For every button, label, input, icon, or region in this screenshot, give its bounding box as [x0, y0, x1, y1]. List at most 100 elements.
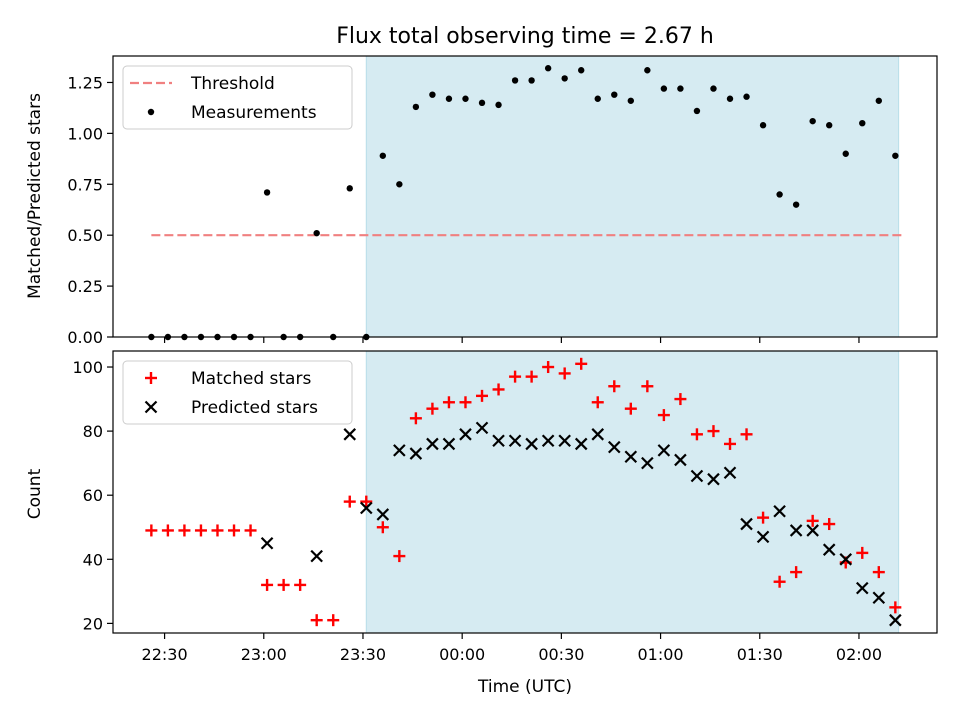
matched-star-point [707, 425, 720, 438]
series-matched-stars [145, 357, 902, 627]
measurement-point [644, 67, 651, 74]
predicted-star-point [723, 466, 737, 480]
y-tick-label: 40 [83, 550, 103, 569]
matched-star-point [872, 566, 885, 579]
measurement-point [561, 75, 568, 82]
legend-measurements-swatch [147, 108, 155, 116]
legend-box [122, 360, 353, 425]
measurement-point [462, 95, 469, 102]
predicted-star-point [690, 469, 704, 483]
matched-star-point [343, 495, 356, 508]
measurement-point [660, 85, 668, 92]
predicted-star-point [657, 444, 671, 457]
matched-star-point [442, 396, 455, 409]
predicted-star-point [360, 501, 373, 515]
predicted-star-point [508, 434, 522, 448]
predicted-star-point [459, 428, 472, 441]
measurement-point [263, 189, 271, 196]
measurement-point [842, 150, 849, 157]
matched-star-point [624, 402, 637, 415]
matched-star-point [178, 524, 191, 537]
matched-star-point [509, 370, 522, 383]
measurement-point [511, 77, 519, 84]
predicted-star-point [839, 553, 853, 566]
measurement-point [396, 181, 403, 188]
matched-star-point [591, 396, 604, 409]
predicted-star-point [426, 437, 439, 451]
y-tick-label: 100 [72, 358, 103, 377]
predicted-star-point [409, 447, 423, 460]
predicted-star-point [806, 524, 819, 537]
predicted-star-point [641, 456, 654, 470]
measurement-point [544, 65, 552, 72]
legend: Matched stars Predicted stars [122, 360, 353, 425]
matched-star-point [360, 495, 373, 508]
measurement-point [677, 85, 684, 92]
x-tick-label: 23:00 [241, 645, 287, 664]
matched-star-point [690, 428, 703, 441]
predicted-star-point [574, 437, 588, 451]
axes-frame [112, 350, 938, 634]
measurement-point [809, 117, 816, 125]
matched-star-point [724, 437, 737, 450]
measurement-point [379, 152, 387, 159]
top-panel: 0.00 0.25 0.50 0.75 1.00 1.25 Threshold Measure… [67, 55, 938, 347]
measurement-point [859, 119, 866, 127]
series-predicted-stars [260, 421, 902, 627]
predicted-star-point [541, 434, 555, 448]
measurement-point [892, 152, 899, 159]
x-tick-label: 22:30 [142, 645, 188, 664]
measurement-point [726, 95, 734, 102]
matched-star-point [641, 380, 654, 393]
y-tick-label: 1.25 [67, 73, 103, 92]
predicted-star-point [872, 591, 886, 605]
legend-matched-swatch [145, 372, 157, 384]
predicted-star-point [674, 453, 687, 467]
legend-label: Measurements [191, 103, 317, 123]
y-tick-label: 0.50 [67, 226, 103, 245]
predicted-star-point [756, 530, 770, 544]
matched-star-point [856, 546, 869, 559]
y-tick-label: 0.25 [67, 277, 103, 296]
matched-star-point [740, 428, 753, 441]
measurement-point [759, 122, 767, 129]
matched-star-point [277, 578, 290, 591]
matched-star-point [657, 409, 670, 422]
matched-star-point [261, 578, 274, 591]
matched-star-point [310, 614, 323, 627]
matched-star-point [542, 361, 555, 374]
x-tick-label: 23:30 [340, 645, 386, 664]
legend: Threshold Measurements [122, 65, 353, 130]
measurement-point [495, 101, 502, 109]
legend-label: Matched stars [191, 369, 311, 389]
predicted-star-point [492, 434, 505, 448]
predicted-star-point [343, 428, 357, 441]
matched-star-point [773, 575, 786, 588]
matched-star-point [426, 402, 439, 415]
predicted-star-point [591, 428, 605, 441]
predicted-star-point [376, 508, 390, 521]
matched-star-point [558, 367, 571, 380]
y-tick-label: 20 [83, 614, 103, 633]
predicted-star-point [789, 524, 803, 537]
axes-frame [112, 55, 938, 338]
matched-star-point [806, 514, 819, 527]
predicted-star-point [624, 450, 638, 464]
measurement-point [710, 85, 717, 92]
observing-window-span [365, 350, 900, 634]
y-tick-label: 60 [83, 486, 103, 505]
measurement-point [578, 67, 585, 74]
predicted-star-point [707, 472, 720, 486]
predicted-star-point [393, 444, 406, 457]
bottom-panel: 20 40 60 80 100 22:30 23:00 23:30 00:00 00:30 01:0… [72, 350, 938, 664]
measurement-point [875, 97, 883, 104]
x-tick-label: 01:00 [638, 645, 684, 664]
matched-star-point [244, 524, 257, 537]
matched-star-point [757, 511, 770, 524]
predicted-star-point [525, 437, 538, 451]
predicted-star-point [475, 421, 489, 435]
matched-star-point [294, 578, 307, 591]
legend-box [122, 65, 353, 130]
measurement-point [792, 201, 800, 208]
